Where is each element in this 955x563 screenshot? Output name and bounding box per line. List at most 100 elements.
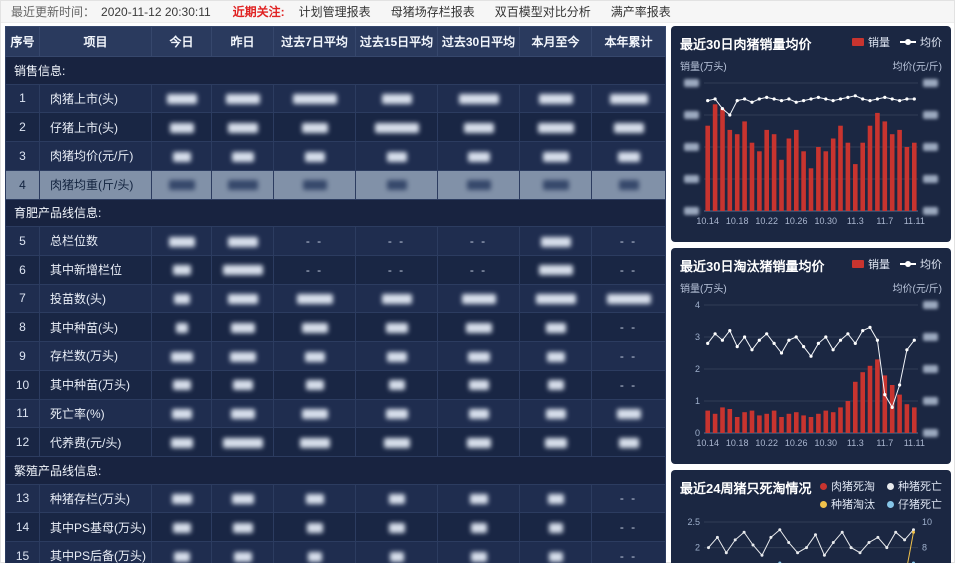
empty-value: - - xyxy=(619,233,638,248)
svg-text:10.22: 10.22 xyxy=(755,438,778,448)
legend-item[interactable]: 种猪死亡 xyxy=(887,478,942,494)
table-row[interactable]: 8 其中种苗(头) - - xyxy=(5,312,666,342)
redacted-value xyxy=(302,180,327,191)
empty-value: - - xyxy=(469,233,488,248)
redacted-value xyxy=(537,122,574,133)
value-cell xyxy=(151,427,212,457)
value-cell xyxy=(519,254,592,285)
redacted-value xyxy=(613,122,644,133)
row-number: 15 xyxy=(5,541,40,563)
svg-text:10.14: 10.14 xyxy=(696,216,719,226)
main-content: 序号 项目 今日 昨日 过去7日平均 过去15日平均 过去30日平均 本月至今 本年累计 销售信… xyxy=(1,23,954,563)
table-row[interactable]: 11 死亡率(%) xyxy=(5,398,666,429)
legend-item[interactable]: 均价 xyxy=(900,256,942,272)
value-cell xyxy=(151,83,212,114)
value-cell xyxy=(211,512,274,542)
value-cell xyxy=(151,541,212,563)
table-row[interactable]: 4 肉猪均重(斤/头) xyxy=(5,169,666,200)
svg-text:10.26: 10.26 xyxy=(785,438,808,448)
row-number: 5 xyxy=(5,226,40,256)
legend-item[interactable]: 销量 xyxy=(852,34,890,50)
table-row[interactable]: 12 代养费(元/头) xyxy=(5,427,666,457)
redacted-value xyxy=(544,437,567,448)
value-cell xyxy=(151,398,212,429)
table-row[interactable]: 1 肉猪上市(头) xyxy=(5,83,666,114)
row-label: 肉猪均重(斤/头) xyxy=(39,169,152,200)
redacted-value xyxy=(171,409,192,420)
top-nav: 计划管理报表 母猪场存栏报表 双百模型对比分析 满产率报表 xyxy=(299,3,671,20)
pig-sales-chart: 10.14 10.18 10.22 10.26 10.30 11.3 11.7 11.11 xyxy=(680,75,942,232)
table-row[interactable]: 13 种猪存栏(万头) - - xyxy=(5,483,666,514)
value-cell xyxy=(151,512,212,542)
table-row[interactable]: 3 肉猪均价(元/斤) xyxy=(5,141,666,171)
legend-item[interactable]: 销量 xyxy=(852,256,890,272)
value-cell xyxy=(151,341,212,371)
row-number: 3 xyxy=(5,141,40,171)
value-cell xyxy=(437,398,520,429)
legend-bar-swatch xyxy=(852,260,864,268)
column-header: 过去7日平均 xyxy=(273,26,356,57)
value-cell xyxy=(437,141,520,171)
row-number: 9 xyxy=(5,341,40,371)
redacted-value xyxy=(609,94,648,105)
column-header: 本年累计 xyxy=(591,26,666,57)
svg-text:10.18: 10.18 xyxy=(726,438,749,448)
row-label: 其中种苗(头) xyxy=(39,312,152,342)
header-row: 序号 项目 今日 昨日 过去7日平均 过去15日平均 过去30日平均 本月至今 本年累计 xyxy=(5,26,666,57)
value-cell xyxy=(437,312,520,342)
value-cell xyxy=(437,169,520,200)
legend-item[interactable]: 均价 xyxy=(900,34,942,50)
value-cell: - - xyxy=(273,226,356,256)
value-cell xyxy=(591,398,666,429)
legend-item[interactable]: 肉猪死淘 xyxy=(820,478,875,494)
table-row[interactable]: 2 仔猪上市(头) xyxy=(5,112,666,142)
empty-value: - - xyxy=(619,548,638,563)
value-cell xyxy=(273,369,356,400)
table-row[interactable]: 10 其中种苗(万头) - - xyxy=(5,369,666,400)
value-cell xyxy=(519,169,592,200)
nav-link-model-compare[interactable]: 双百模型对比分析 xyxy=(494,5,591,19)
table-row[interactable]: 5 总栏位数 - - - - - - - - xyxy=(5,226,666,256)
row-number: 4 xyxy=(5,169,40,200)
value-cell: - - xyxy=(437,226,520,256)
value-cell xyxy=(355,483,438,514)
focus-label: 近期关注: xyxy=(232,5,285,19)
redacted-value xyxy=(535,294,576,305)
value-cell xyxy=(211,341,274,371)
legend-item[interactable]: 种猪淘汰 xyxy=(820,496,875,512)
value-cell: - - xyxy=(591,226,666,256)
report-table: 序号 项目 今日 昨日 过去7日平均 过去15日平均 过去30日平均 本月至今 本年累计 销售信… xyxy=(5,26,666,563)
value-cell xyxy=(273,312,356,342)
redacted-value xyxy=(296,294,333,305)
svg-text:10.22: 10.22 xyxy=(755,216,778,226)
redacted-value xyxy=(222,437,263,448)
row-label: 总栏位数 xyxy=(39,226,152,256)
redacted-value xyxy=(222,265,263,276)
table-row[interactable]: 14 其中PS基母(万头) - - xyxy=(5,512,666,542)
redacted-value xyxy=(169,122,194,133)
redacted-value xyxy=(545,322,566,333)
table-row[interactable]: 15 其中PS后备(万头) - - xyxy=(5,541,666,563)
redacted-value xyxy=(466,180,491,191)
column-header: 本月至今 xyxy=(519,26,592,57)
chart-title-cull-sales: 最近30日淘汰猪销量均价 xyxy=(680,259,825,274)
nav-link-sow-farm-report[interactable]: 母猪场存栏报表 xyxy=(390,5,475,19)
table-row[interactable]: 6 其中新增栏位 - - - - - - - - xyxy=(5,254,666,285)
nav-link-plan-report[interactable]: 计划管理报表 xyxy=(298,5,371,19)
redacted-value xyxy=(386,151,407,162)
nav-link-full-capacity-report[interactable]: 满产率报表 xyxy=(610,5,671,19)
row-number: 2 xyxy=(5,112,40,142)
redacted-value xyxy=(307,551,322,562)
table-row[interactable]: 9 存栏数(万头) - - xyxy=(5,341,666,371)
legend-item[interactable]: 仔猪死亡 xyxy=(887,496,942,512)
value-cell xyxy=(151,141,212,171)
redacted-value xyxy=(386,180,407,191)
row-label: 其中种苗(万头) xyxy=(39,369,152,400)
svg-text:2: 2 xyxy=(695,364,700,374)
value-cell xyxy=(519,369,592,400)
redacted-value xyxy=(458,94,499,105)
table-row[interactable]: 7 投苗数(头) xyxy=(5,283,666,314)
redacted-value xyxy=(172,265,191,276)
redacted-value xyxy=(231,151,254,162)
value-cell xyxy=(355,83,438,114)
